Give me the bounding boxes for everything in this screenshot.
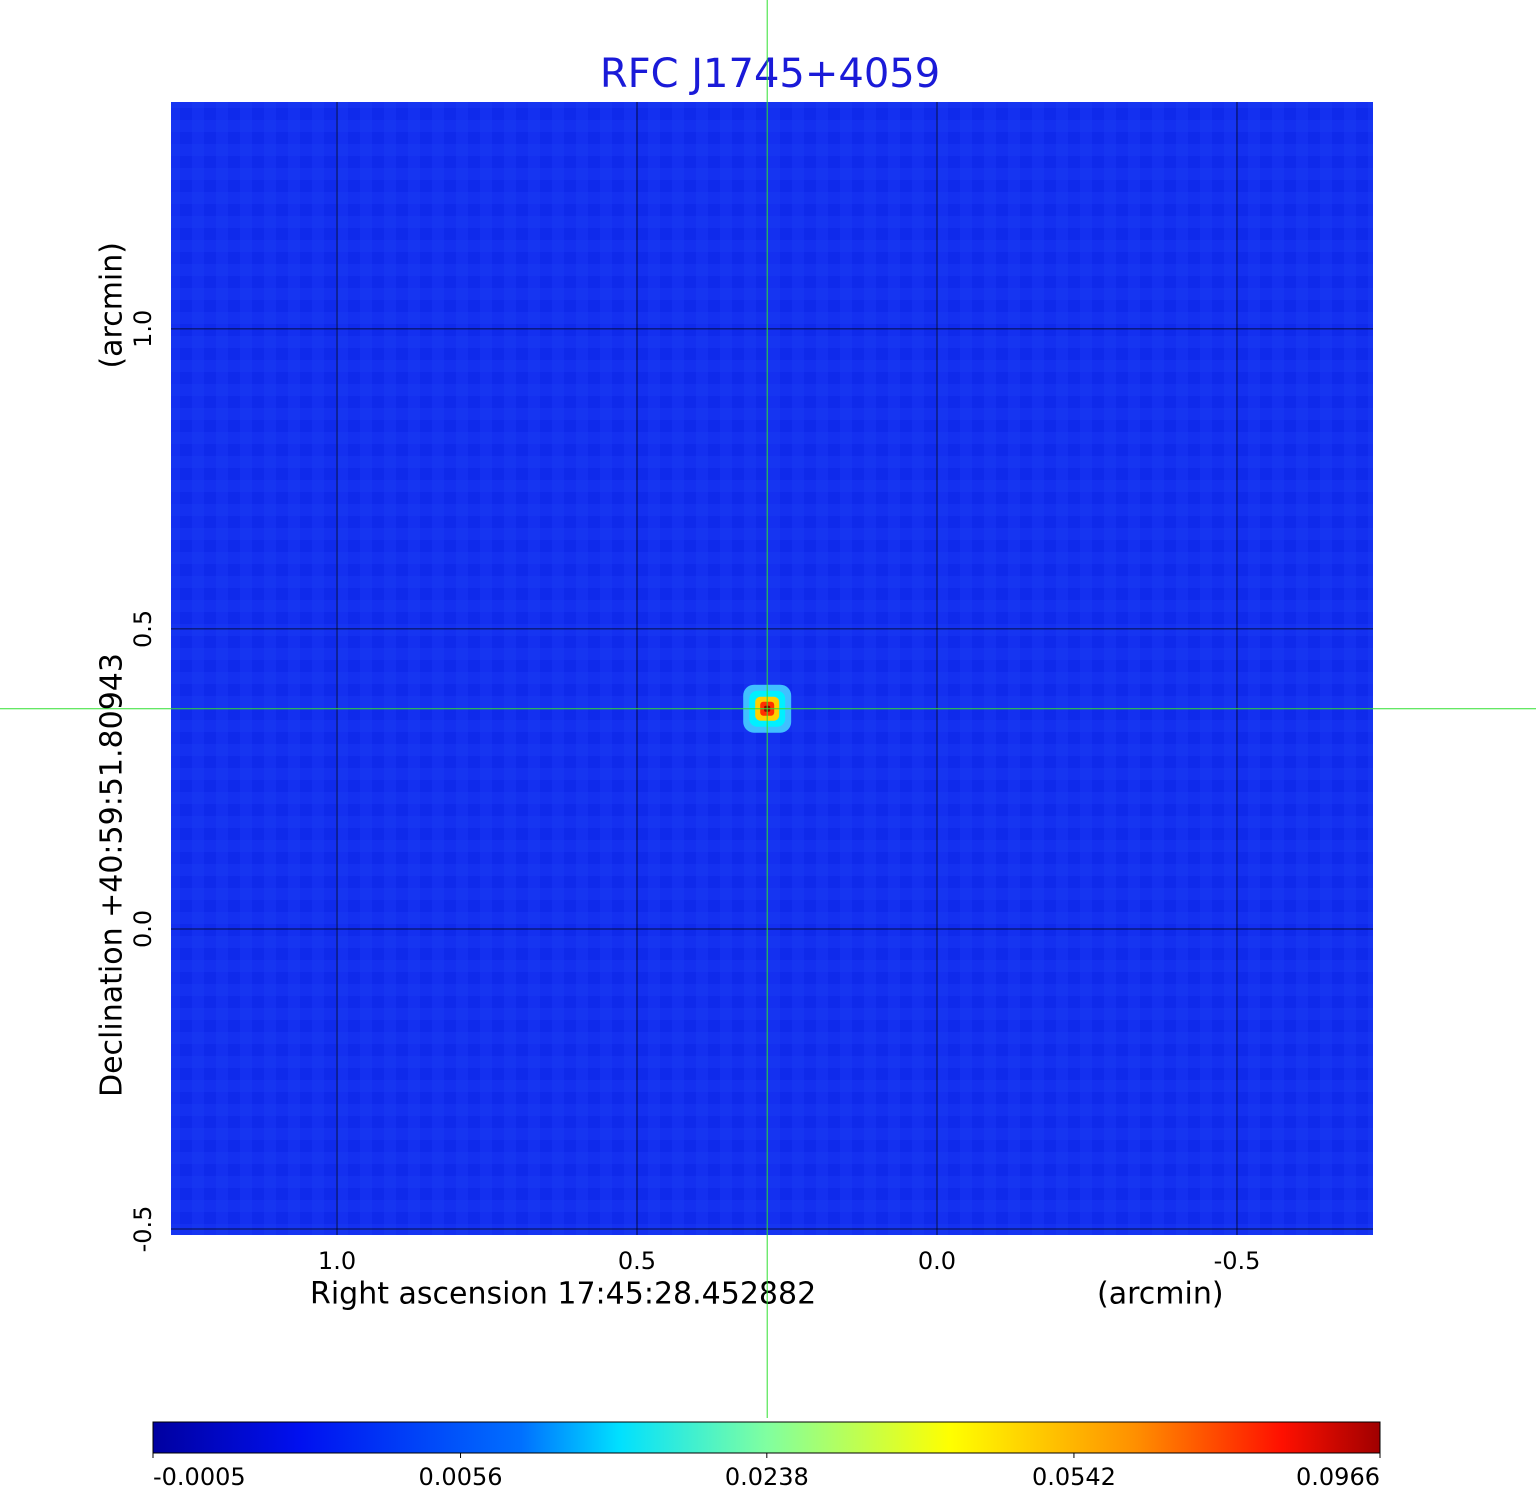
y-axis-label: Declination +40:59:51.80943 (95, 653, 130, 1097)
colorbar (152, 1421, 1381, 1454)
y-tick-label: 0.0 (129, 910, 157, 948)
y-tick-label: 0.5 (129, 610, 157, 648)
y-tick-label: 1.0 (129, 310, 157, 348)
x-axis-unit: (arcmin) (1097, 1277, 1224, 1312)
colorbar-tick-label: 0.0542 (1032, 1463, 1116, 1491)
y-tick-label: -0.5 (129, 1206, 157, 1253)
colorbar-tick-label: 0.0238 (725, 1463, 809, 1491)
colorbar-tick-label: 0.0056 (419, 1463, 503, 1491)
x-tick-label: 1.0 (318, 1247, 356, 1275)
y-axis-unit: (arcmin) (95, 242, 130, 369)
x-axis-label: Right ascension 17:45:28.452882 (310, 1277, 816, 1312)
sky-image (171, 102, 1373, 1235)
chart-title: RFC J1745+4059 (600, 51, 940, 97)
x-tick-label: 0.5 (618, 1247, 656, 1275)
x-tick-label: 0.0 (918, 1247, 956, 1275)
colorbar-tick-label: -0.0005 (153, 1463, 246, 1491)
x-tick-label: -0.5 (1214, 1247, 1261, 1275)
colorbar-tick-label: 0.0966 (1296, 1463, 1380, 1491)
